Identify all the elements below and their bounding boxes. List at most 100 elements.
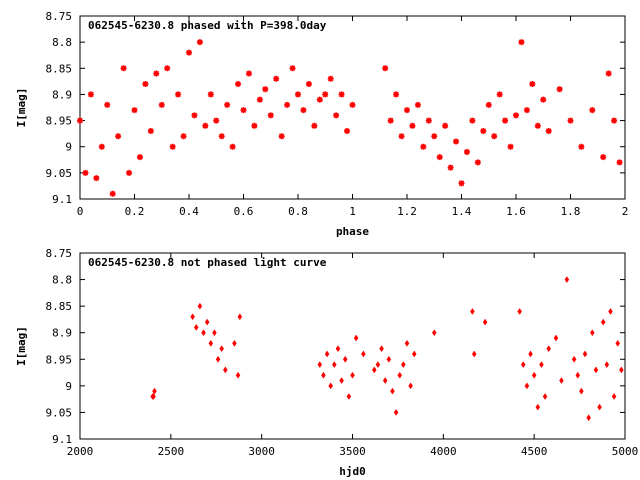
x-tick-label: 0.8	[288, 205, 308, 218]
data-point	[327, 75, 334, 82]
x-tick-label: 3000	[248, 445, 275, 458]
data-point	[193, 323, 199, 331]
data-point	[289, 65, 296, 72]
y-tick-label: 8.8	[52, 36, 72, 49]
data-point	[586, 414, 591, 422]
data-point	[401, 361, 406, 369]
data-point	[93, 175, 100, 182]
y-tick-label: 8.75	[46, 10, 73, 23]
data-point	[397, 371, 403, 379]
data-point	[578, 143, 585, 150]
data-point	[556, 86, 563, 93]
data-point	[82, 169, 89, 176]
data-point	[553, 334, 559, 342]
data-point	[126, 169, 133, 176]
data-point	[535, 403, 541, 411]
data-point	[191, 112, 198, 119]
data-point	[529, 80, 536, 87]
y-tick-label: 8.85	[46, 62, 73, 75]
data-point	[324, 350, 330, 358]
data-point	[485, 101, 492, 108]
data-point	[458, 180, 465, 187]
data-point	[208, 339, 214, 347]
data-point	[469, 117, 476, 124]
y-tick-label: 9	[65, 141, 72, 154]
data-point	[305, 80, 312, 87]
data-point	[317, 361, 323, 369]
data-point	[420, 143, 427, 150]
data-point	[619, 366, 624, 374]
data-point	[534, 122, 541, 129]
data-point	[393, 91, 400, 98]
x-tick-label: 1.2	[397, 205, 417, 218]
data-point	[212, 329, 217, 337]
data-point	[169, 143, 176, 150]
data-point	[251, 122, 258, 129]
data-point	[408, 382, 413, 390]
y-tick-label: 8.75	[46, 247, 73, 260]
data-point	[136, 154, 143, 161]
data-point	[175, 91, 182, 98]
data-point	[120, 65, 127, 72]
y-tick-label: 9.1	[52, 433, 72, 446]
data-point	[115, 133, 122, 140]
unphased-plot-panel: 2000 2500 3000 3500 4000 4500 5000 8.75 8.8 8.85 8…	[15, 247, 638, 478]
chart-title: 062545-6230.8 phased with P=398.0day	[88, 19, 327, 32]
data-point	[523, 107, 530, 114]
data-point	[470, 308, 475, 315]
data-point	[471, 350, 477, 358]
data-point	[262, 86, 269, 93]
x-tick-label: 2000	[67, 445, 94, 458]
data-point	[393, 408, 399, 416]
data-point	[491, 133, 498, 140]
data-point	[344, 128, 351, 135]
data-point	[502, 117, 509, 124]
data-point	[201, 329, 206, 337]
data-point	[379, 345, 384, 353]
y-tick-label: 8.85	[46, 300, 73, 313]
data-point	[425, 117, 432, 124]
y-tick-label: 8.95	[46, 115, 73, 128]
data-point	[507, 143, 514, 150]
data-point	[518, 39, 525, 46]
data-point	[229, 143, 236, 150]
data-point	[190, 313, 195, 321]
y-tick-label: 8.8	[52, 274, 72, 287]
data-point	[186, 49, 192, 56]
data-point	[513, 112, 519, 119]
data-point	[567, 117, 574, 124]
data-point	[77, 117, 83, 124]
data-point	[575, 371, 581, 379]
data-point	[332, 361, 337, 369]
data-point	[564, 276, 570, 284]
data-point	[496, 91, 503, 98]
data-point	[152, 387, 157, 395]
data-point	[517, 308, 522, 315]
data-point	[295, 91, 301, 98]
data-point	[109, 190, 116, 197]
x-tick-label: 0	[77, 205, 84, 218]
data-point	[404, 107, 410, 114]
data-point	[545, 128, 552, 135]
data-point	[322, 91, 329, 98]
data-point	[604, 361, 610, 369]
y-tick-label: 8.9	[52, 327, 72, 340]
data-point	[474, 159, 481, 166]
data-point	[608, 308, 613, 315]
data-point	[414, 101, 421, 108]
x-tick-label: 1.6	[506, 205, 526, 218]
phased-plot-panel: 0 0.2 0.4 0.6 0.8 1 1.2 1.4 1.6 1.8 2 8.75 8.8 8.85 8.…	[15, 10, 628, 238]
data-point	[180, 133, 187, 140]
x-tick-label: 1.8	[561, 205, 581, 218]
data-point	[559, 377, 564, 384]
data-point	[480, 128, 487, 135]
data-point	[531, 371, 537, 379]
x-tick-label: 2	[622, 205, 629, 218]
data-point	[371, 366, 377, 374]
data-point	[579, 387, 584, 395]
data-point	[338, 91, 345, 98]
data-point	[213, 117, 220, 124]
data-point	[386, 355, 392, 363]
data-point	[240, 107, 247, 114]
data-point	[431, 329, 437, 337]
